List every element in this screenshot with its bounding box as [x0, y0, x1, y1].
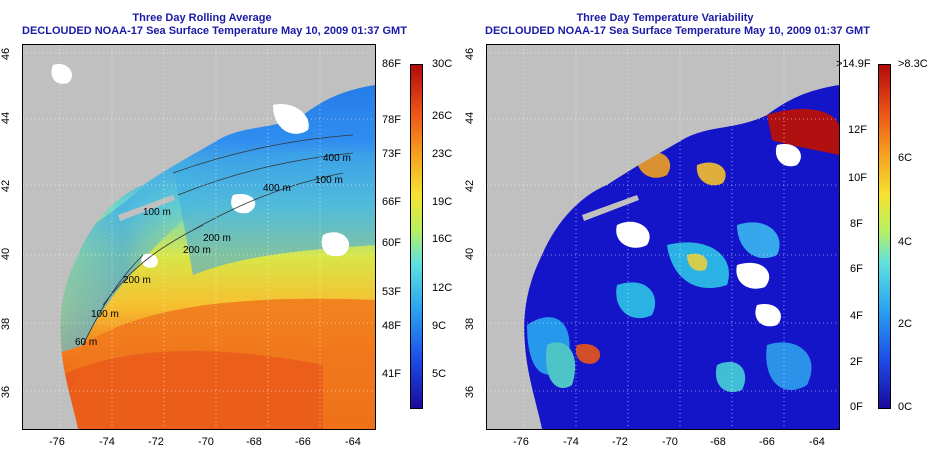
- lat-tick-label: 46: [0, 47, 13, 61]
- contour-label: 60 m: [75, 337, 98, 348]
- colorbar-f-label: 66F: [382, 196, 401, 208]
- contour-label: 200 m: [203, 233, 231, 244]
- colorbar-c-label: 26C: [432, 110, 453, 122]
- colorbar-c-label: 12C: [432, 282, 453, 294]
- sst-average-map: 100 m 200 m 400 m 100 m 200 m 400 m 200 …: [22, 44, 376, 430]
- colorbar-c-label: 9C: [432, 320, 447, 332]
- colorbar-c-label: 16C: [432, 233, 453, 245]
- colorbar-f-label: 6F: [850, 263, 863, 275]
- lat-tick-label: 40: [464, 247, 477, 261]
- colorbar-f-label: 78F: [382, 114, 401, 126]
- variability-colorbar: [878, 64, 891, 409]
- contour-label: 100 m: [315, 175, 343, 186]
- lat-tick-label: 36: [0, 385, 13, 399]
- lon-tick-label: -76: [513, 436, 529, 448]
- lat-tick-label: 42: [0, 179, 13, 193]
- colorbar-f-label: 0F: [850, 401, 863, 413]
- colorbar-f-label: 2F: [850, 356, 863, 368]
- colorbar-f-label: 41F: [382, 368, 401, 380]
- lon-tick-label: -68: [710, 436, 726, 448]
- lat-tick-label: 44: [0, 111, 13, 125]
- lat-tick-label: 38: [464, 317, 477, 331]
- colorbar-f-label: 86F: [382, 58, 401, 70]
- lon-tick-label: -76: [49, 436, 65, 448]
- colorbar-f-label: 4F: [850, 310, 863, 322]
- lon-tick-label: -70: [198, 436, 214, 448]
- colorbar-f-label: >14.9F: [836, 58, 871, 70]
- colorbar-c-label: 0C: [898, 401, 913, 413]
- sst-variability-map: [486, 44, 840, 430]
- lon-tick-label: -74: [99, 436, 115, 448]
- colorbar-c-label: 6C: [898, 152, 913, 164]
- colorbar-c-label: 4C: [898, 236, 913, 248]
- lat-tick-label: 44: [464, 111, 477, 125]
- contour-label: 400 m: [323, 153, 351, 164]
- contour-label: 400 m: [263, 183, 291, 194]
- colorbar-f-label: 10F: [848, 172, 867, 184]
- lon-tick-label: -64: [345, 436, 361, 448]
- colorbar-f-label: 73F: [382, 148, 401, 160]
- lon-tick-label: -64: [809, 436, 825, 448]
- colorbar-c-label: 19C: [432, 196, 453, 208]
- colorbar-f-label: 48F: [382, 320, 401, 332]
- colorbar-f-label: 53F: [382, 286, 401, 298]
- lon-tick-label: -72: [612, 436, 628, 448]
- lon-tick-label: -72: [148, 436, 164, 448]
- colorbar-f-label: 8F: [850, 218, 863, 230]
- contour-label: 200 m: [123, 275, 151, 286]
- lat-tick-label: 42: [464, 179, 477, 193]
- colorbar-f-label: 60F: [382, 237, 401, 249]
- colorbar-c-label: 23C: [432, 148, 453, 160]
- left-title-line2: DECLOUDED NOAA-17 Sea Surface Temperatur…: [22, 25, 407, 37]
- lon-tick-label: -66: [295, 436, 311, 448]
- lon-tick-label: -68: [246, 436, 262, 448]
- lat-tick-label: 40: [0, 247, 13, 261]
- lat-tick-label: 46: [464, 47, 477, 61]
- sst-colorbar: [410, 64, 423, 409]
- contour-label: 100 m: [143, 207, 171, 218]
- left-title-line1: Three Day Rolling Average: [132, 12, 272, 24]
- lon-tick-label: -66: [759, 436, 775, 448]
- right-title-line2: DECLOUDED NOAA-17 Sea Surface Temperatur…: [485, 25, 870, 37]
- contour-label: 200 m: [183, 245, 211, 256]
- colorbar-f-label: 12F: [848, 124, 867, 136]
- right-title-line1: Three Day Temperature Variability: [576, 12, 754, 24]
- lat-tick-label: 38: [0, 317, 13, 331]
- lon-tick-label: -70: [662, 436, 678, 448]
- colorbar-c-label: 2C: [898, 318, 913, 330]
- colorbar-c-label: 5C: [432, 368, 447, 380]
- colorbar-c-label: 30C: [432, 58, 453, 70]
- colorbar-c-label: >8.3C: [898, 58, 928, 70]
- lon-tick-label: -74: [563, 436, 579, 448]
- contour-label: 100 m: [91, 309, 119, 320]
- lat-tick-label: 36: [464, 385, 477, 399]
